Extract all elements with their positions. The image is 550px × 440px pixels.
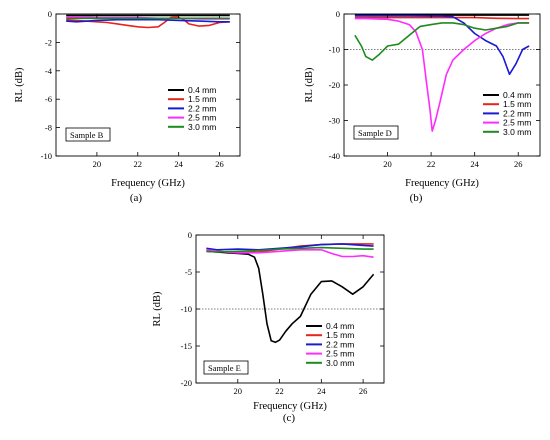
y-axis-label: RL (dB) — [14, 67, 25, 102]
chart-panel-3: 20 22 24 26 0 -5 -10 -15 -20 Frequency (GHz) RL (d… — [152, 230, 385, 424]
sample-box: Sample E — [203, 360, 249, 375]
x-axis-label: Frequency (GHz) — [405, 178, 479, 189]
y-tick-label: -10 — [41, 151, 52, 161]
series-line-30-mm — [354, 22, 530, 61]
series-line-15-mm — [66, 16, 230, 29]
legend: 0.4 mm1.5 mm2.2 mm2.5 mm3.0 mm — [168, 85, 216, 132]
sample-box-frame — [65, 127, 111, 142]
legend-entry: 2.5 mm — [326, 349, 354, 359]
y-tick-label: 0 — [48, 9, 52, 19]
x-tick-label: 22 — [134, 159, 143, 169]
sample-box: Sample D — [353, 125, 399, 140]
x-tick-label: 24 — [317, 386, 326, 396]
x-tick-label: 20 — [234, 386, 243, 396]
series-line-25-mm — [354, 17, 530, 132]
sample-label: Sample B — [70, 130, 104, 140]
x-tick-label: 26 — [215, 159, 224, 169]
y-tick-label: -10 — [329, 45, 340, 55]
legend-entry: 0.4 mm — [326, 321, 354, 331]
y-tick-label: -5 — [185, 267, 192, 277]
legend-entry: 2.2 mm — [326, 339, 354, 349]
y-tick-label: 0 — [188, 230, 192, 240]
legend-entry: 2.5 mm — [188, 113, 216, 123]
y-tick-label: -4 — [45, 66, 53, 76]
legend-entry: 2.2 mm — [503, 108, 531, 118]
series-line-04-mm — [206, 250, 375, 344]
series-line-30-mm — [206, 246, 374, 253]
x-tick-label: 26 — [359, 386, 368, 396]
x-tick-label: 22 — [275, 386, 284, 396]
series-line-15-mm — [354, 16, 530, 20]
series-line-22-mm — [66, 18, 230, 23]
series-line-22-mm — [354, 15, 530, 76]
legend-entry: 3.0 mm — [503, 127, 531, 137]
y-tick-label: -10 — [181, 304, 192, 314]
y-axis-label: RL (dB) — [152, 291, 163, 326]
sample-box: Sample B — [65, 127, 111, 142]
legend-entry: 0.4 mm — [503, 90, 531, 100]
sample-box-frame — [353, 125, 399, 140]
series-line-25-mm — [206, 249, 374, 258]
legend-entry: 3.0 mm — [326, 358, 354, 368]
legend: 0.4 mm1.5 mm2.2 mm2.5 mm3.0 mm — [483, 90, 531, 137]
legend: 0.4 mm1.5 mm2.2 mm2.5 mm3.0 mm — [306, 321, 354, 368]
sample-label: Sample D — [358, 128, 392, 138]
x-tick-label: 20 — [93, 159, 102, 169]
y-tick-label: -6 — [45, 94, 52, 104]
panel-label: (c) — [283, 412, 296, 424]
plot-frame — [55, 13, 241, 157]
x-tick-label: 24 — [470, 159, 479, 169]
y-tick-label: -20 — [181, 378, 192, 388]
x-tick-label: 26 — [514, 159, 523, 169]
sample-box-frame — [203, 360, 249, 375]
y-tick-label: 0 — [336, 9, 340, 19]
x-tick-label: 24 — [174, 159, 183, 169]
panel-label: (b) — [410, 192, 423, 204]
sample-label: Sample E — [208, 363, 241, 373]
y-tick-label: -40 — [329, 151, 340, 161]
y-tick-label: -2 — [45, 37, 52, 47]
legend-entry: 1.5 mm — [503, 99, 531, 109]
legend-entry: 2.2 mm — [188, 103, 216, 113]
chart-panel-2: 20 22 24 26 0 -10 -20 -30 -40 Frequency (GHz) RL (… — [304, 9, 541, 204]
legend-entry: 3.0 mm — [188, 122, 216, 132]
y-tick-label: -20 — [329, 80, 340, 90]
x-axis-label: Frequency (GHz) — [111, 178, 185, 189]
series-line-22-mm — [206, 243, 374, 251]
chart-panel-1: 20 22 24 26 0 -2 -4 -6 -8 -10 Frequency (GHz) RL (d… — [14, 9, 241, 204]
y-axis-label: RL (dB) — [304, 67, 315, 102]
legend-entry: 1.5 mm — [326, 330, 354, 340]
x-tick-label: 20 — [383, 159, 392, 169]
y-tick-label: -30 — [329, 116, 340, 126]
legend-entry: 2.5 mm — [503, 118, 531, 128]
panel-label: (a) — [130, 192, 143, 204]
y-tick-label: -8 — [45, 123, 52, 133]
x-axis-label: Frequency (GHz) — [253, 401, 327, 412]
y-tick-label: -15 — [181, 341, 192, 351]
legend-entry: 1.5 mm — [188, 94, 216, 104]
x-tick-label: 22 — [427, 159, 436, 169]
legend-entry: 0.4 mm — [188, 85, 216, 95]
